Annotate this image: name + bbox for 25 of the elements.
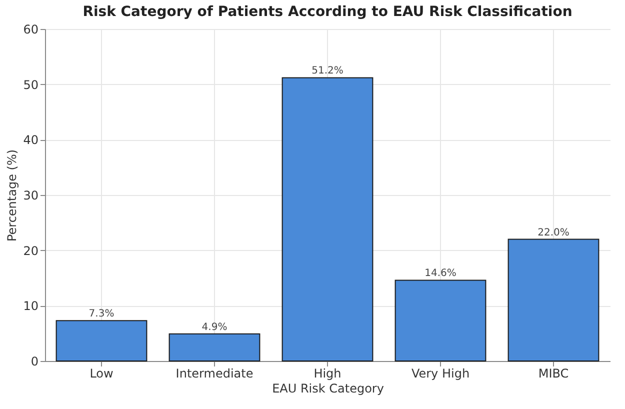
data-label: 22.0%: [538, 227, 570, 238]
bar: [282, 77, 374, 362]
y-tick-label: 20: [23, 244, 38, 258]
bar: [168, 333, 260, 362]
y-axis-title: Percentage (%): [5, 149, 20, 242]
x-tick-label: Low: [90, 366, 114, 380]
x-axis-title: EAU Risk Category: [272, 382, 384, 396]
x-tick-label: Very High: [411, 366, 470, 380]
x-tick-label: High: [314, 366, 342, 380]
data-label: 14.6%: [424, 268, 456, 280]
y-tick-label: 10: [23, 299, 38, 314]
data-label: 51.2%: [312, 66, 344, 77]
chart-title: Risk Category of Patients According to EAU Risk Classification: [82, 4, 572, 20]
data-label: 7.3%: [88, 308, 114, 320]
y-tick-label: 60: [23, 22, 38, 36]
bar: [508, 238, 600, 362]
y-tick-label: 0: [30, 354, 38, 368]
y-tick-label: 40: [23, 133, 38, 148]
x-tick-label: Intermediate: [176, 366, 254, 380]
y-tick-label: 50: [23, 78, 38, 92]
bar: [394, 280, 486, 362]
x-tick-label: MIBC: [538, 366, 569, 380]
data-label: 4.9%: [202, 322, 228, 333]
bar: [56, 320, 148, 362]
y-tick-label: 30: [23, 188, 38, 202]
